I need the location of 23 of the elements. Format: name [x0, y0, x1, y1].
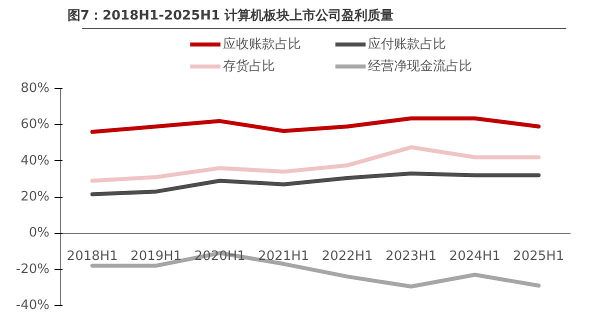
line-series: [90, 171, 541, 196]
x-tick-label: 2024H1: [449, 249, 500, 264]
legend-label: 存货占比: [223, 59, 276, 74]
legend-label: 应收账款占比: [223, 36, 302, 52]
y-tick-label: 60%: [20, 117, 50, 132]
y-tick-label: 0%: [28, 226, 50, 241]
y-tick-label: 40%: [20, 153, 50, 168]
x-tick-label: 2020H1: [194, 249, 246, 264]
x-tick-label: 2021H1: [258, 249, 310, 264]
x-tick-label: 2025H1: [513, 249, 564, 264]
y-tick-label: 80%: [20, 81, 50, 96]
legend-label: 应付账款占比: [368, 36, 446, 52]
legend-label: 经营净现金流占比: [368, 58, 472, 74]
y-tick-label: 20%: [20, 190, 50, 204]
x-tick-label: 2023H1: [386, 249, 437, 264]
line-series: [90, 116, 541, 134]
x-tick-label: 2022H1: [322, 249, 373, 264]
y-tick-label: -40%: [16, 298, 50, 313]
x-tick-label: 2019H1: [130, 249, 182, 264]
x-tick-label: 2018H1: [66, 249, 118, 264]
line-series: [90, 145, 541, 183]
chart-title: 图7：2018H1-2025H1 计算机板块上市公司盈利质量: [67, 8, 394, 24]
y-tick-label: -20%: [16, 262, 50, 277]
